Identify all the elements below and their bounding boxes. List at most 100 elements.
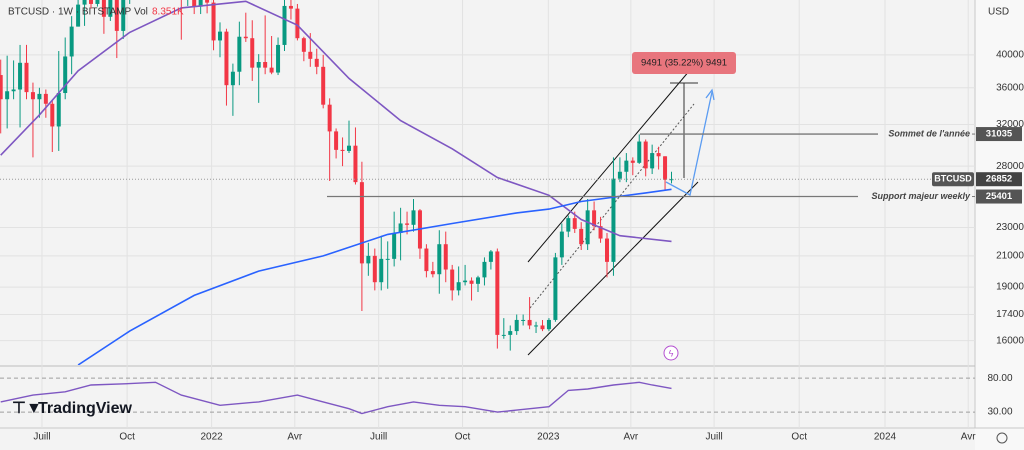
measure-text: 9491 (35.22%) 9491: [641, 58, 727, 69]
volume-label: Vol: [134, 7, 148, 18]
symbol-title: BTCUSD · 1W · BITSTAMP: [8, 7, 131, 18]
candle-body: [43, 93, 48, 104]
candle-body: [250, 38, 255, 68]
candle-body: [482, 261, 487, 278]
x-tick-label: 2023: [537, 432, 560, 443]
candle-body: [50, 103, 55, 127]
candle-body: [101, 0, 106, 17]
candle-body: [430, 271, 435, 275]
projection-arrow-head: [705, 88, 715, 101]
event-icon[interactable]: [663, 345, 679, 361]
candle-body: [230, 71, 235, 86]
candle-body: [37, 93, 42, 100]
candle-body: [192, 0, 197, 7]
symbol-badge-text: BTCUSD: [934, 174, 972, 184]
candle-body: [359, 182, 364, 264]
x-tick-label: 2024: [874, 432, 897, 443]
candle-body: [605, 238, 609, 262]
price-badge: [976, 189, 1022, 204]
candle-body: [534, 325, 539, 327]
candle-body: [379, 258, 384, 283]
level-label: Sommet de l'année: [888, 128, 970, 138]
candle-body: [585, 210, 590, 245]
candle-body: [469, 280, 474, 284]
candle-body: [114, 0, 119, 31]
candle-body: [463, 280, 468, 283]
last-price-text: 26852: [986, 174, 1012, 185]
level-label: Support majeur weekly: [871, 191, 971, 201]
candle-body: [540, 325, 545, 330]
candle-body: [5, 91, 10, 100]
candle-body: [398, 223, 403, 233]
candle-body: [372, 255, 377, 283]
candle-body: [334, 131, 339, 150]
candle-body: [0, 75, 3, 100]
candle-body: [314, 58, 319, 67]
candle-body: [669, 179, 674, 181]
candle-body: [340, 149, 345, 151]
price-badge: [976, 127, 1022, 142]
y-tick-label: 36000: [996, 82, 1024, 93]
candle-body: [353, 145, 358, 183]
y-tick-label: 16000: [996, 335, 1024, 346]
candle-body: [476, 277, 480, 284]
x-tick-label: Avr: [287, 432, 302, 443]
candle-body: [624, 160, 629, 172]
x-tick-label: Juill: [33, 432, 50, 443]
candle-body: [30, 92, 35, 100]
candle-body: [211, 2, 216, 41]
y-tick-label: 28000: [996, 161, 1024, 172]
x-tick-label: Avr: [623, 432, 638, 443]
candle-body: [224, 31, 229, 86]
candle-body: [456, 282, 461, 291]
candle-body: [308, 51, 313, 59]
candle-body: [76, 4, 81, 27]
candle-body: [617, 171, 622, 179]
measure-box: [632, 52, 736, 74]
currency: USD: [988, 7, 1009, 18]
candle-body: [243, 36, 248, 39]
price-badge-text: 31035: [986, 129, 1013, 140]
settings-icon[interactable]: [996, 432, 1008, 444]
candle-body: [347, 145, 351, 151]
y-tick-label: 40000: [996, 50, 1024, 61]
x-tick-label: Oct: [455, 432, 471, 443]
candle-body: [263, 62, 268, 68]
y-tick-label: 19000: [996, 282, 1024, 293]
candle-body: [650, 153, 655, 169]
candle-body: [121, 0, 126, 31]
candle-body: [553, 257, 558, 320]
candle-body: [366, 255, 371, 264]
moving-average: [0, 0, 672, 243]
candle-body: [656, 153, 661, 157]
candle-body: [385, 258, 390, 260]
x-tick-label: Oct: [119, 432, 135, 443]
candle-body: [566, 218, 571, 232]
rsi-tick-label: 80.00: [987, 373, 1012, 384]
candle-body: [592, 210, 597, 227]
candle-body: [559, 231, 564, 258]
candle-body: [579, 228, 584, 245]
candle-body: [546, 319, 551, 330]
candle-body: [198, 0, 203, 7]
candle-body: [437, 244, 442, 275]
candle-body: [521, 319, 526, 321]
candle-body: [405, 223, 410, 225]
rsi-line: [0, 381, 672, 415]
price-axis-area: [975, 0, 1024, 450]
y-tick-label: 21000: [996, 251, 1024, 262]
x-tick-label: Juill: [370, 432, 387, 443]
candle-body: [256, 62, 261, 68]
candle-body: [276, 44, 281, 73]
y-tick-label: 23000: [996, 222, 1024, 233]
candle-body: [282, 5, 287, 45]
candle-body: [295, 8, 300, 39]
y-tick-label: 32000: [996, 119, 1024, 130]
volume-value: 8.351K: [152, 7, 184, 18]
candle-body: [205, 0, 210, 3]
candle-body: [572, 218, 577, 229]
candle-body: [321, 66, 326, 105]
event-icon-glyph[interactable]: ϟ: [669, 348, 674, 358]
candle-body: [663, 156, 668, 180]
